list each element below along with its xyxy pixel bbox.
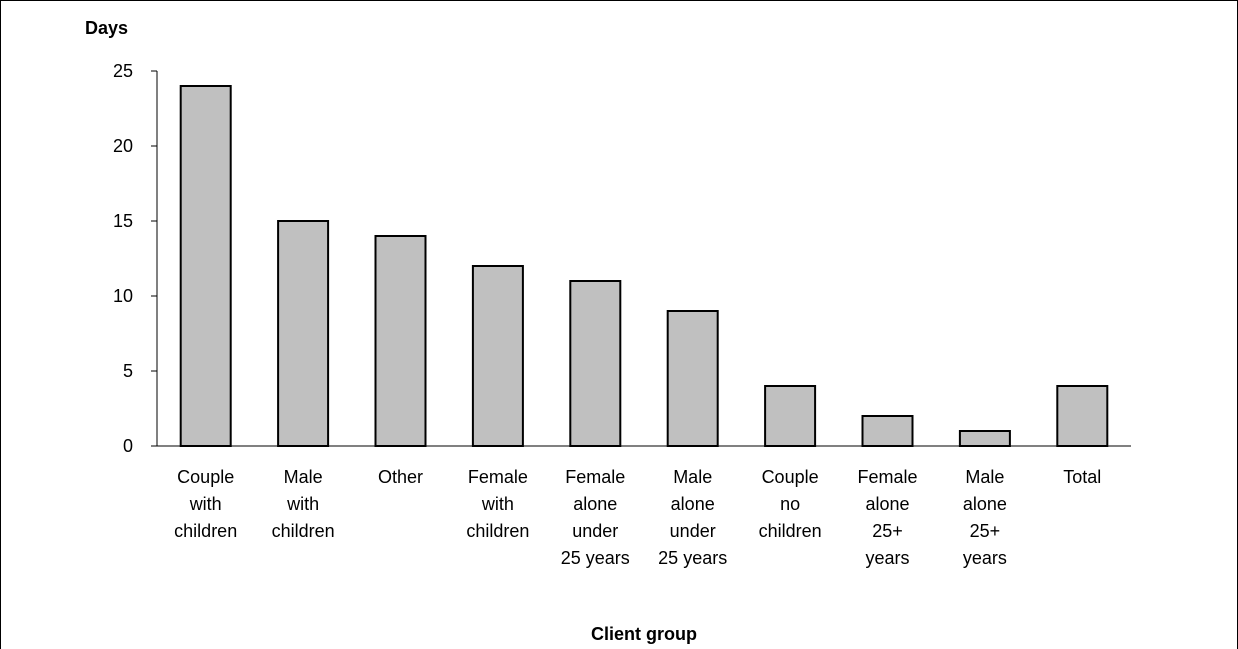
bar xyxy=(277,220,330,447)
y-axis-title: Days xyxy=(85,18,128,38)
x-category-label: Couple with children xyxy=(174,467,237,541)
x-category-label: Female alone 25+ years xyxy=(857,467,917,568)
bar xyxy=(1056,385,1109,447)
bars xyxy=(179,85,1109,447)
x-category-label: Other xyxy=(378,467,423,487)
y-tick-label: 10 xyxy=(113,286,133,306)
y-tick-label: 5 xyxy=(123,361,133,381)
bar xyxy=(471,265,524,447)
x-category-label: Male with children xyxy=(272,467,335,541)
y-tick-label: 15 xyxy=(113,211,133,231)
x-category-label: Total xyxy=(1063,467,1101,487)
bar xyxy=(374,235,427,447)
y-tick-label: 20 xyxy=(113,136,133,156)
x-axis-title: Client group xyxy=(591,624,697,644)
x-axis: Couple with children Male with children Other F… xyxy=(157,445,1131,568)
bar xyxy=(958,430,1011,447)
bar xyxy=(764,385,817,447)
bar xyxy=(861,415,914,447)
bar xyxy=(179,85,232,447)
x-category-label: Male alone 25+ years xyxy=(963,467,1007,568)
x-category-label: Couple no children xyxy=(759,467,822,541)
y-tick-label: 0 xyxy=(123,436,133,456)
bar xyxy=(569,280,622,447)
x-category-label: Male alone under 25 years xyxy=(658,467,727,568)
y-axis: 0 5 10 15 20 25 xyxy=(113,61,158,456)
y-tick-label: 25 xyxy=(113,61,133,81)
x-category-label: Female alone under 25 years xyxy=(561,467,630,568)
x-category-label: Female with children xyxy=(466,467,529,541)
bar xyxy=(666,310,719,447)
